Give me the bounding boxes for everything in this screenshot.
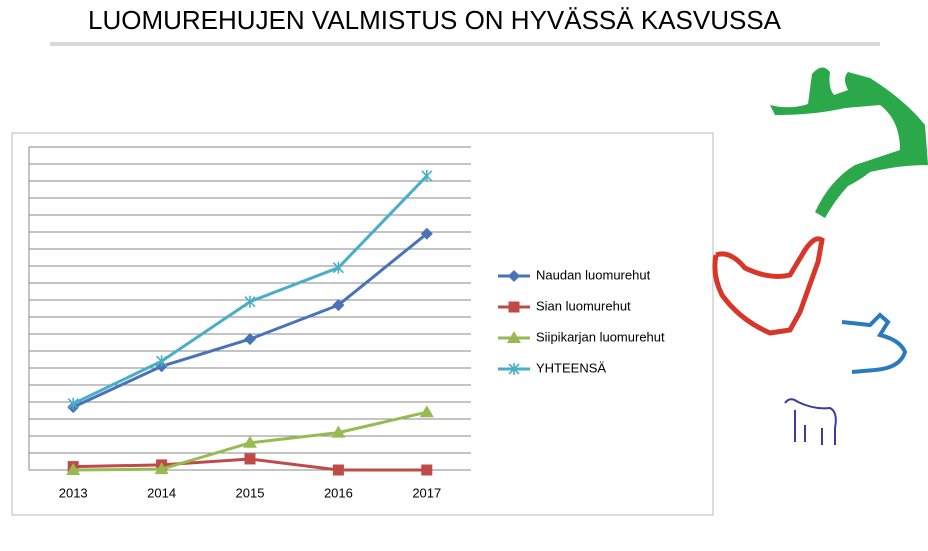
sheep-icon bbox=[784, 398, 837, 445]
x-tick-label: 2013 bbox=[59, 485, 88, 500]
data-point bbox=[332, 261, 344, 274]
data-point bbox=[244, 333, 256, 346]
data-point bbox=[244, 453, 256, 465]
data-point bbox=[331, 425, 346, 438]
data-point bbox=[156, 355, 168, 368]
legend-label: Siipikarjan luomurehut bbox=[536, 329, 665, 344]
data-point bbox=[421, 169, 433, 182]
legend-marker bbox=[508, 270, 520, 282]
slide-title: LUOMUREHUJEN VALMISTUS ON HYVÄSSÄ KASVUS… bbox=[88, 5, 782, 35]
data-point bbox=[420, 227, 433, 240]
pig-icon bbox=[841, 312, 908, 374]
legend-marker bbox=[507, 331, 521, 343]
legend-label: Sian luomurehut bbox=[536, 298, 631, 313]
data-point bbox=[66, 463, 81, 475]
data-point bbox=[419, 405, 434, 418]
title-underline bbox=[50, 42, 880, 46]
cow-icon bbox=[770, 67, 928, 218]
data-point bbox=[332, 464, 344, 476]
data-point bbox=[67, 397, 79, 410]
x-tick-label: 2016 bbox=[324, 485, 353, 500]
legend-marker bbox=[508, 363, 520, 375]
data-point bbox=[332, 299, 345, 312]
legend-marker bbox=[508, 301, 520, 313]
legend-label: Naudan luomurehut bbox=[536, 267, 651, 282]
legend-label: YHTEENSÄ bbox=[536, 360, 606, 375]
x-tick-label: 2015 bbox=[236, 485, 265, 500]
chart-frame bbox=[11, 132, 714, 516]
data-point bbox=[244, 295, 256, 308]
data-point bbox=[421, 464, 433, 476]
data-point bbox=[154, 462, 169, 475]
x-tick-label: 2014 bbox=[147, 485, 176, 500]
hen-icon bbox=[712, 236, 825, 336]
x-tick-label: 2017 bbox=[412, 485, 441, 500]
data-point bbox=[243, 435, 257, 448]
